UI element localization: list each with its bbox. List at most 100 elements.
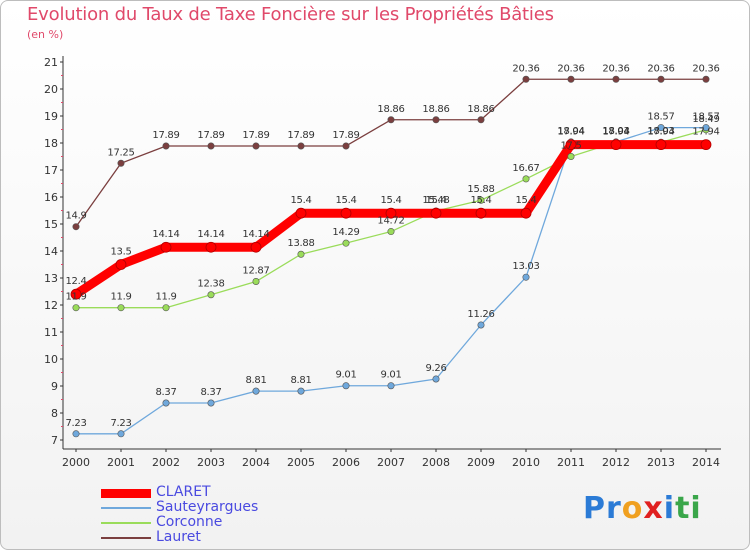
data-point-corconne bbox=[477, 196, 485, 204]
data-label-lauret: 18.86 bbox=[467, 104, 494, 115]
data-point-lauret bbox=[477, 116, 485, 124]
data-label-corconne: 11.9 bbox=[155, 292, 176, 303]
data-point-lauret bbox=[162, 142, 170, 150]
data-point-corconne bbox=[387, 228, 395, 236]
legend-label: Corconne bbox=[156, 514, 223, 530]
data-point-sauteyrargues bbox=[432, 375, 440, 383]
data-point-claret bbox=[70, 288, 82, 300]
data-label-sauteyrargues: 8.81 bbox=[245, 375, 266, 386]
x-tick-label: 2000 bbox=[62, 456, 90, 469]
data-label-lauret: 17.25 bbox=[107, 147, 134, 158]
data-point-lauret bbox=[387, 116, 395, 124]
data-label-claret: 17.94 bbox=[602, 127, 629, 138]
y-tick-label: 21 bbox=[44, 56, 58, 69]
data-point-claret bbox=[475, 207, 487, 219]
y-tick-label: 11 bbox=[44, 326, 58, 339]
data-point-claret bbox=[610, 139, 622, 151]
data-label-sauteyrargues: 18.04 bbox=[557, 126, 584, 137]
data-point-sauteyrargues bbox=[657, 124, 665, 132]
legend-label: Lauret bbox=[156, 529, 201, 545]
data-label-corconne: 18.03 bbox=[647, 126, 674, 137]
data-label-corconne: 17.5 bbox=[560, 141, 581, 152]
data-point-lauret bbox=[612, 75, 620, 83]
x-tick-label: 2001 bbox=[107, 456, 135, 469]
data-label-corconne: 11.9 bbox=[110, 292, 131, 303]
chart-title: Evolution du Taux de Taxe Foncière sur l… bbox=[27, 4, 554, 25]
data-label-sauteyrargues: 9.26 bbox=[425, 363, 446, 374]
axes: 7 8 9 10 11 12 13 14 15 16 17 18 19 20 21 2000 2001 2002 2… bbox=[44, 56, 721, 469]
data-label-claret: 17.94 bbox=[557, 127, 584, 138]
x-tick-label: 2010 bbox=[512, 456, 540, 469]
data-label-sauteyrargues: 7.23 bbox=[110, 418, 131, 429]
logo-letter: o bbox=[621, 491, 644, 526]
x-tick-label: 2014 bbox=[692, 456, 720, 469]
data-label-claret: 15.4 bbox=[515, 195, 536, 206]
data-label-sauteyrargues: 18.57 bbox=[692, 112, 719, 123]
data-point-corconne bbox=[567, 153, 575, 161]
data-point-corconne bbox=[162, 304, 170, 312]
data-label-sauteyrargues: 8.37 bbox=[155, 387, 176, 398]
logo-letter: t bbox=[675, 491, 691, 526]
data-point-claret bbox=[520, 207, 532, 219]
data-label-sauteyrargues: 9.01 bbox=[380, 370, 401, 381]
legend-swatch bbox=[101, 507, 151, 509]
data-label-claret: 15.4 bbox=[290, 195, 311, 206]
data-point-lauret bbox=[522, 75, 530, 83]
data-point-corconne bbox=[72, 304, 80, 312]
data-label-lauret: 17.89 bbox=[287, 130, 314, 141]
data-point-corconne bbox=[342, 239, 350, 247]
data-point-sauteyrargues bbox=[702, 124, 710, 132]
data-point-corconne bbox=[252, 278, 260, 286]
logo-letter: r bbox=[606, 491, 622, 526]
data-point-claret bbox=[250, 241, 262, 253]
data-point-sauteyrargues bbox=[162, 399, 170, 407]
y-tick-label: 12 bbox=[44, 299, 58, 312]
data-label-claret: 15.4 bbox=[335, 195, 356, 206]
y-tick-label: 10 bbox=[44, 353, 58, 366]
data-label-corconne: 14.72 bbox=[377, 216, 404, 227]
logo-letter: P bbox=[583, 491, 606, 526]
data-label-lauret: 20.36 bbox=[512, 63, 539, 74]
data-label-sauteyrargues: 18.57 bbox=[647, 112, 674, 123]
data-label-claret: 15.4 bbox=[470, 195, 491, 206]
data-label-lauret: 17.89 bbox=[242, 130, 269, 141]
proxiti-logo: Proxiti bbox=[583, 491, 702, 526]
data-label-corconne: 15.48 bbox=[422, 195, 449, 206]
y-tick-label: 15 bbox=[44, 218, 58, 231]
x-tick-label: 2005 bbox=[287, 456, 315, 469]
data-label-corconne: 14.29 bbox=[332, 227, 359, 238]
data-point-lauret bbox=[117, 159, 125, 167]
data-point-sauteyrargues bbox=[342, 382, 350, 390]
series-points bbox=[70, 75, 712, 438]
data-label-corconne: 12.87 bbox=[242, 266, 269, 277]
data-point-sauteyrargues bbox=[522, 273, 530, 281]
data-point-claret bbox=[115, 259, 127, 270]
legend-swatch bbox=[101, 522, 151, 524]
data-label-claret: 14.14 bbox=[197, 229, 224, 240]
data-point-lauret bbox=[72, 223, 80, 231]
data-label-sauteyrargues: 8.37 bbox=[200, 387, 221, 398]
x-tick-label: 2012 bbox=[602, 456, 630, 469]
data-point-lauret bbox=[702, 75, 710, 83]
data-label-corconne: 18.03 bbox=[602, 126, 629, 137]
y-tick-label: 14 bbox=[44, 245, 58, 258]
data-point-sauteyrargues bbox=[117, 430, 125, 438]
data-label-claret: 15.4 bbox=[425, 195, 446, 206]
x-tick-label: 2009 bbox=[467, 456, 495, 469]
data-point-sauteyrargues bbox=[387, 382, 395, 390]
data-point-claret bbox=[160, 241, 172, 253]
legend-label: CLARET bbox=[156, 484, 211, 500]
logo-letter: i bbox=[690, 491, 702, 526]
data-point-corconne bbox=[207, 291, 215, 299]
y-tick-label: 13 bbox=[44, 272, 58, 285]
y-tick-label: 16 bbox=[44, 191, 58, 204]
x-tick-label: 2006 bbox=[332, 456, 360, 469]
data-point-lauret bbox=[342, 142, 350, 150]
data-point-sauteyrargues bbox=[477, 321, 485, 329]
data-label-corconne: 15.88 bbox=[467, 184, 494, 195]
data-label-lauret: 18.86 bbox=[422, 104, 449, 115]
data-point-lauret bbox=[207, 142, 215, 150]
x-tick-label: 2011 bbox=[557, 456, 585, 469]
data-label-lauret: 20.36 bbox=[692, 63, 719, 74]
data-point-sauteyrargues bbox=[72, 430, 80, 438]
